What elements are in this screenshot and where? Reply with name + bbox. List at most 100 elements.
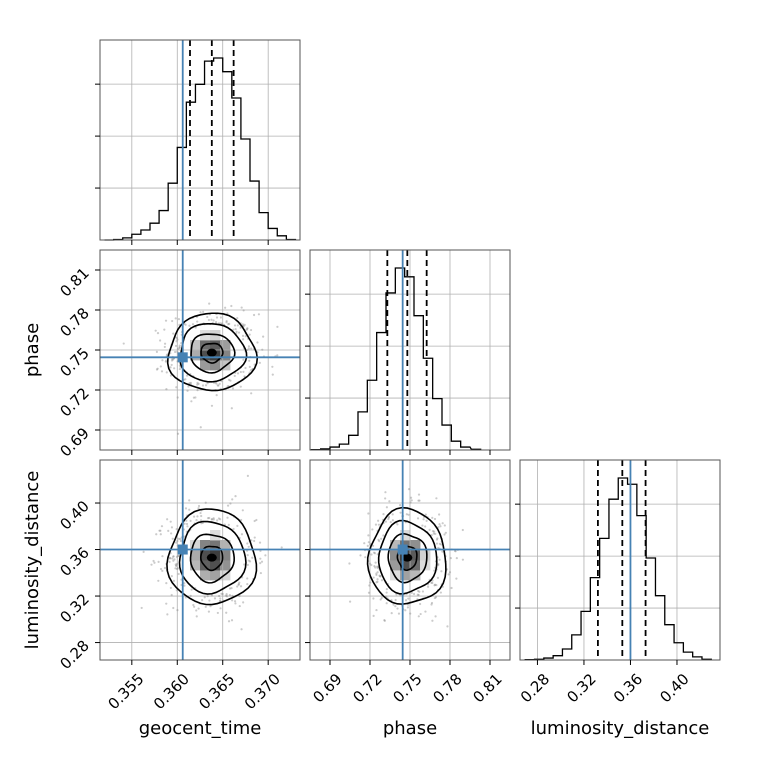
scatter-dot <box>217 517 221 520</box>
scatter-dot <box>210 518 213 521</box>
contour-level-1 <box>396 545 418 572</box>
scatter-dot <box>232 527 235 531</box>
scatter-dot <box>171 357 174 361</box>
x-tick-label: 0.360 <box>150 670 193 713</box>
scatter-dot <box>184 323 187 326</box>
scatter-dot <box>230 407 233 410</box>
scatter-dot <box>446 625 449 628</box>
scatter-dot <box>247 347 250 350</box>
scatter-dot <box>373 565 376 568</box>
scatter-dot <box>172 332 175 335</box>
scatter-dot <box>189 381 193 384</box>
scatter-dot <box>461 528 464 532</box>
x-tick-label: 0.81 <box>469 670 505 706</box>
scatter-dot <box>431 619 434 622</box>
scatter-dot <box>168 560 171 563</box>
scatter-dot <box>173 558 176 561</box>
scatter-dot <box>231 599 234 602</box>
scatter-dot <box>387 516 390 519</box>
scatter-dot <box>155 350 158 353</box>
scatter-dot <box>171 319 174 323</box>
scatter-dot <box>434 532 437 535</box>
scatter-dot <box>239 326 242 329</box>
scatter-dot <box>157 579 160 582</box>
scatter-dot <box>220 592 223 595</box>
scatter-dot <box>164 360 167 363</box>
scatter-dot <box>244 366 247 370</box>
scatter-dot <box>383 618 386 622</box>
scatter-dot <box>208 516 211 520</box>
scatter-dot <box>436 576 440 579</box>
scatter-dot <box>421 590 425 593</box>
y-tick-label: 0.78 <box>56 304 92 340</box>
scatter-dot <box>234 495 237 498</box>
scatter-dot <box>165 602 168 605</box>
scatter-dot <box>197 507 200 510</box>
scatter-dot <box>176 539 179 543</box>
density-cell <box>390 550 401 561</box>
scatter-dot <box>159 567 163 571</box>
density-cell <box>210 560 221 571</box>
scatter-dot <box>173 367 176 370</box>
scatter-dot <box>443 524 446 527</box>
scatter-dot <box>184 596 187 599</box>
scatter-dot <box>255 518 258 522</box>
scatter-dot <box>163 342 167 345</box>
scatter-dot <box>377 519 380 522</box>
scatter-dot <box>246 583 249 586</box>
scatter-dot <box>374 561 377 564</box>
scatter-dot <box>196 381 199 384</box>
scatter-dot <box>199 511 202 515</box>
scatter-dot <box>407 513 410 516</box>
scatter-dot <box>246 577 249 580</box>
density-cell <box>400 570 411 581</box>
scatter-dot <box>166 518 169 521</box>
scatter-dot <box>227 523 230 526</box>
scatter-dot <box>378 574 381 577</box>
scatter-dot <box>239 585 243 588</box>
scatter-dot <box>217 384 220 387</box>
scatter-dot <box>192 515 196 518</box>
scatter-dot <box>172 555 175 558</box>
scatter-dot <box>152 559 155 563</box>
scatter-dot <box>264 554 267 557</box>
scatter-dot <box>226 516 229 519</box>
scatter-dot <box>239 370 242 374</box>
scatter-dot <box>380 579 384 582</box>
x-tick-label: 0.355 <box>104 670 147 713</box>
scatter-dot <box>175 564 178 568</box>
scatter-dot <box>225 611 228 614</box>
scatter-dot <box>189 519 192 522</box>
scatter-dot <box>175 589 178 592</box>
scatter-dot <box>450 586 453 590</box>
scatter-dot <box>238 581 241 584</box>
scatter-dot <box>175 340 178 343</box>
scatter-dot <box>232 328 235 331</box>
density-cell <box>200 540 211 551</box>
scatter-dot <box>175 541 178 544</box>
scatter-dot <box>372 597 375 600</box>
scatter-dot <box>417 615 420 618</box>
scatter-dot <box>371 528 374 531</box>
scatter-dot <box>437 563 440 566</box>
scatter-dot <box>239 385 242 388</box>
scatter-dot <box>242 370 245 373</box>
scatter-dot <box>153 561 156 564</box>
histogram-luminosity_distance <box>524 477 712 661</box>
scatter-dot <box>405 513 408 516</box>
scatter-dot <box>251 556 254 559</box>
scatter-dot <box>216 519 219 522</box>
scatter-dot <box>437 563 440 567</box>
scatter-dot <box>421 524 424 527</box>
x-axis-label-geocent_time: geocent_time <box>139 718 262 739</box>
scatter-dot <box>230 587 233 590</box>
scatter-dot <box>227 620 231 623</box>
x-tick-label: 0.75 <box>389 670 425 706</box>
scatter-dot <box>248 359 251 362</box>
scatter-dot <box>404 609 407 612</box>
scatter-dot <box>171 358 175 361</box>
scatter-dot <box>219 518 222 521</box>
scatter-dot <box>447 573 450 576</box>
contour-level-3 <box>377 519 438 595</box>
scatter-dot <box>231 387 235 390</box>
